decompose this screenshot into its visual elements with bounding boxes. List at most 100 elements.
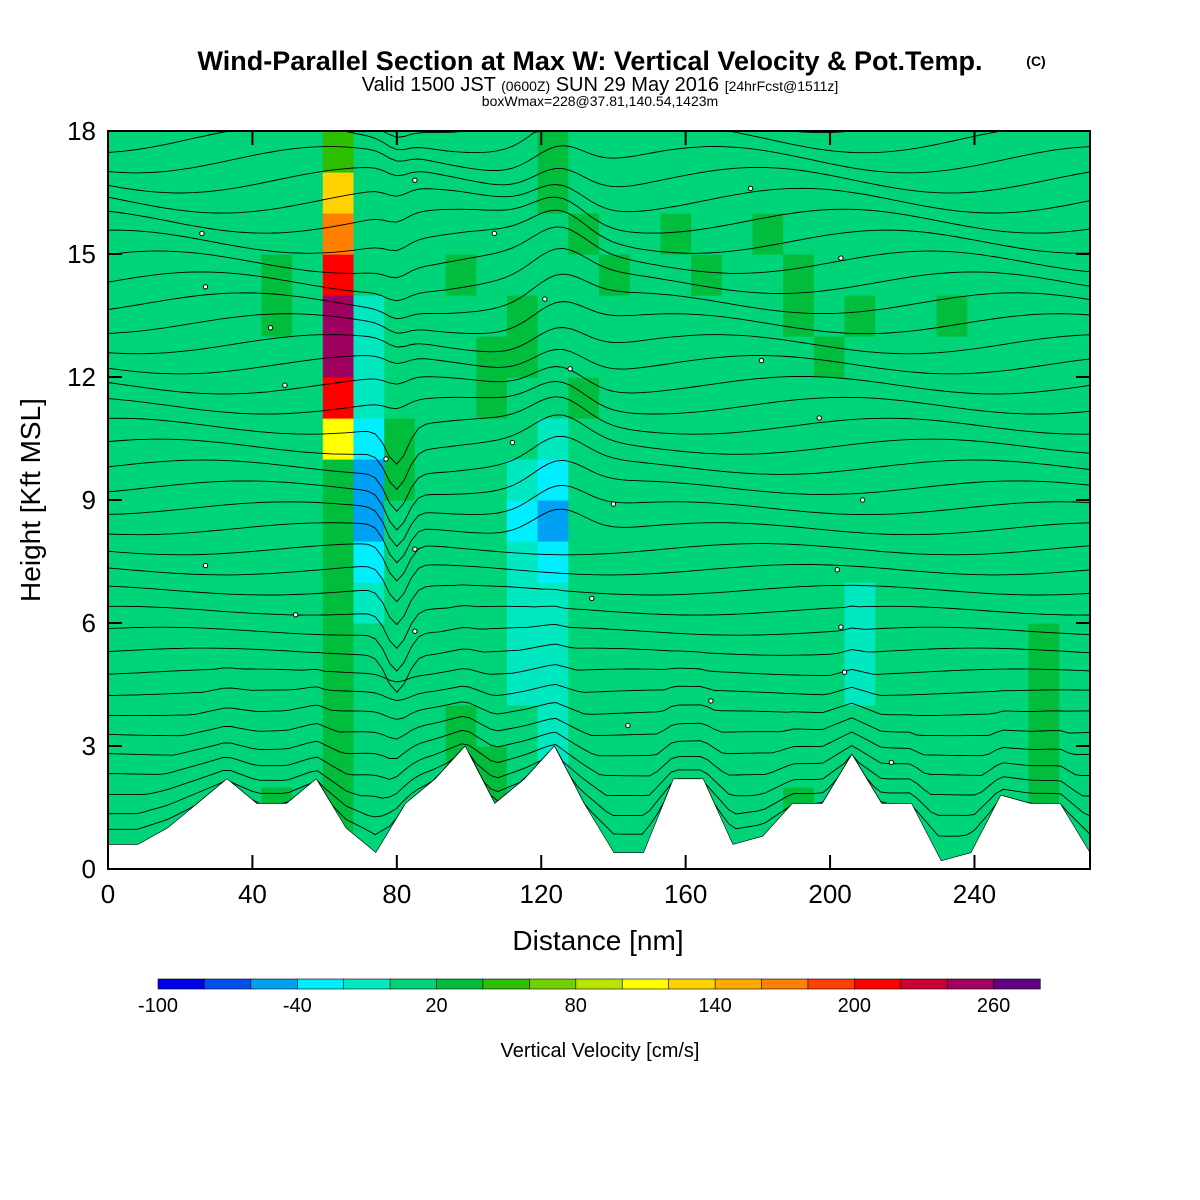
velocity-cell bbox=[936, 295, 968, 337]
velocity-cell bbox=[1028, 295, 1060, 337]
velocity-cell bbox=[813, 623, 846, 665]
isentrope-line bbox=[107, 701, 1090, 720]
contour-label-marker bbox=[199, 230, 205, 237]
velocity-cell bbox=[414, 213, 447, 255]
velocity-cell bbox=[691, 254, 723, 296]
velocity-cell bbox=[599, 500, 631, 542]
velocity-cell bbox=[936, 787, 968, 829]
velocity-cell bbox=[905, 336, 938, 378]
colorbar-swatch bbox=[157, 978, 206, 990]
contour-label-marker bbox=[859, 497, 866, 503]
velocity-cell bbox=[568, 131, 600, 173]
velocity-cell bbox=[108, 787, 140, 829]
velocity-cell bbox=[844, 131, 876, 173]
velocity-cell bbox=[169, 213, 201, 255]
velocity-cell bbox=[476, 459, 508, 501]
velocity-cell bbox=[691, 336, 723, 378]
velocity-cell bbox=[936, 459, 968, 501]
colorbar-swatch bbox=[761, 978, 809, 990]
velocity-cell bbox=[905, 131, 938, 173]
velocity-cell bbox=[414, 541, 447, 583]
velocity-cell bbox=[752, 336, 784, 378]
velocity-cell bbox=[905, 377, 938, 419]
velocity-cell bbox=[292, 500, 324, 542]
y-tick-label: 9 bbox=[82, 485, 96, 515]
velocity-cell bbox=[1059, 705, 1091, 747]
colorbar-swatch bbox=[529, 978, 577, 990]
isentrope-line bbox=[107, 184, 1091, 214]
velocity-cell bbox=[629, 459, 661, 501]
velocity-cell bbox=[568, 254, 600, 296]
velocity-cell bbox=[414, 582, 447, 624]
isentrope-line bbox=[107, 543, 1091, 582]
velocity-cell bbox=[1028, 582, 1060, 624]
velocity-cell bbox=[537, 582, 569, 624]
velocity-cell bbox=[967, 459, 999, 501]
velocity-cell bbox=[384, 705, 416, 747]
contour-label-marker bbox=[841, 669, 848, 675]
velocity-cell bbox=[997, 459, 1030, 501]
velocity-cell bbox=[476, 295, 508, 337]
velocity-cell bbox=[1028, 500, 1060, 542]
velocity-cell bbox=[506, 623, 539, 665]
velocity-cell bbox=[936, 213, 968, 255]
velocity-cell bbox=[138, 541, 170, 583]
velocity-cell bbox=[169, 541, 201, 583]
contour-label-marker bbox=[838, 255, 844, 261]
velocity-cell bbox=[261, 254, 293, 296]
colorbar-swatch bbox=[389, 978, 438, 990]
velocity-cell bbox=[660, 295, 692, 337]
velocity-cell bbox=[905, 459, 938, 501]
velocity-cell bbox=[660, 172, 692, 214]
velocity-cell bbox=[721, 295, 754, 337]
velocity-cell bbox=[169, 582, 201, 624]
velocity-cell bbox=[875, 254, 907, 296]
velocity-cell bbox=[875, 213, 907, 255]
velocity-cell bbox=[783, 295, 815, 337]
subtitle-utc: (0600Z) bbox=[501, 78, 550, 94]
y-tick-label: 12 bbox=[67, 362, 96, 392]
velocity-cell bbox=[476, 500, 508, 542]
colorbar-swatch bbox=[575, 978, 623, 990]
isentrope-line bbox=[107, 396, 1091, 465]
contour-label-marker bbox=[542, 296, 548, 302]
velocity-cell bbox=[568, 582, 600, 624]
velocity-cell bbox=[138, 623, 170, 665]
velocity-cell bbox=[292, 705, 324, 747]
velocity-cell bbox=[445, 705, 477, 747]
colorbar-swatch bbox=[204, 978, 252, 990]
isentrope-line bbox=[107, 145, 1091, 174]
velocity-cell bbox=[691, 213, 723, 255]
velocity-cell bbox=[353, 336, 385, 378]
velocity-cell bbox=[936, 623, 968, 665]
velocity-cell bbox=[445, 500, 477, 542]
velocity-cell bbox=[138, 705, 170, 747]
contour-label-marker bbox=[412, 628, 418, 634]
colorbar-tick-label: 140 bbox=[698, 995, 731, 1017]
velocity-cell bbox=[691, 541, 723, 583]
velocity-cell bbox=[445, 582, 477, 624]
x-tick-label: 240 bbox=[953, 879, 996, 909]
isentrope-line bbox=[107, 508, 1091, 564]
velocity-cell bbox=[1028, 254, 1060, 296]
velocity-cell bbox=[997, 172, 1030, 214]
contour-label-marker bbox=[816, 415, 822, 421]
velocity-cell bbox=[660, 377, 692, 419]
velocity-cell bbox=[905, 172, 938, 214]
x-axis-label: Distance [nm] bbox=[512, 925, 683, 956]
velocity-cell bbox=[967, 746, 999, 788]
velocity-cell bbox=[322, 582, 355, 624]
velocity-cell bbox=[875, 541, 907, 583]
isentrope-line bbox=[107, 623, 1091, 672]
velocity-cell bbox=[844, 500, 876, 542]
velocity-cell bbox=[292, 336, 324, 378]
x-tick-label: 120 bbox=[520, 879, 563, 909]
velocity-cell bbox=[660, 418, 692, 460]
velocity-cell bbox=[752, 131, 784, 173]
velocity-cell bbox=[169, 623, 201, 665]
colorbar-swatch bbox=[993, 978, 1041, 990]
velocity-cell bbox=[322, 172, 355, 214]
velocity-cell bbox=[322, 623, 355, 665]
subtitle-date: SUN 29 May 2016 bbox=[556, 74, 719, 96]
